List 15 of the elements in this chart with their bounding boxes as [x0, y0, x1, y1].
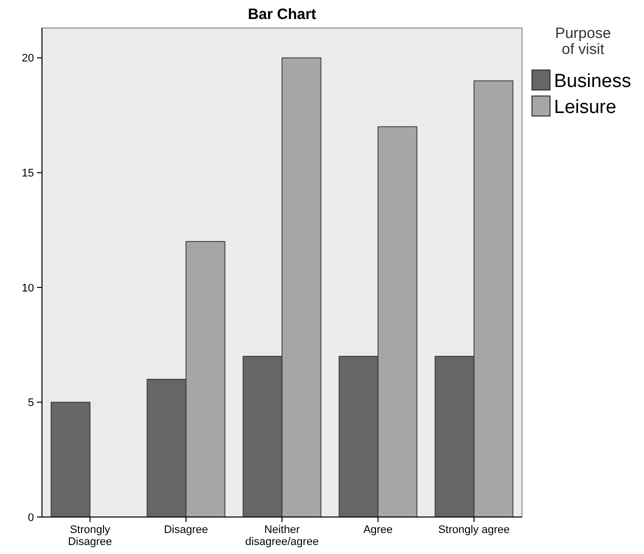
legend-title: Purpose of visit: [555, 25, 611, 58]
x-tick-label: Strongly agree: [438, 524, 510, 536]
x-tick-label: Neither disagree/agree: [245, 524, 319, 548]
legend-label: Leisure: [554, 97, 616, 118]
bar: [50, 402, 90, 518]
y-tick-label: 20: [22, 52, 34, 65]
x-tick-label: Strongly Disagree: [68, 524, 112, 548]
y-tick-label: 5: [28, 397, 34, 410]
x-tick-label: Disagree: [164, 524, 208, 536]
legend-label: Business: [554, 71, 632, 92]
x-tick-label: Agree: [363, 524, 393, 536]
chart-title: Bar Chart: [248, 6, 316, 23]
y-tick-label: 10: [22, 282, 34, 294]
y-tick-label: 15: [22, 167, 34, 180]
y-tick-label: 0: [28, 512, 34, 524]
